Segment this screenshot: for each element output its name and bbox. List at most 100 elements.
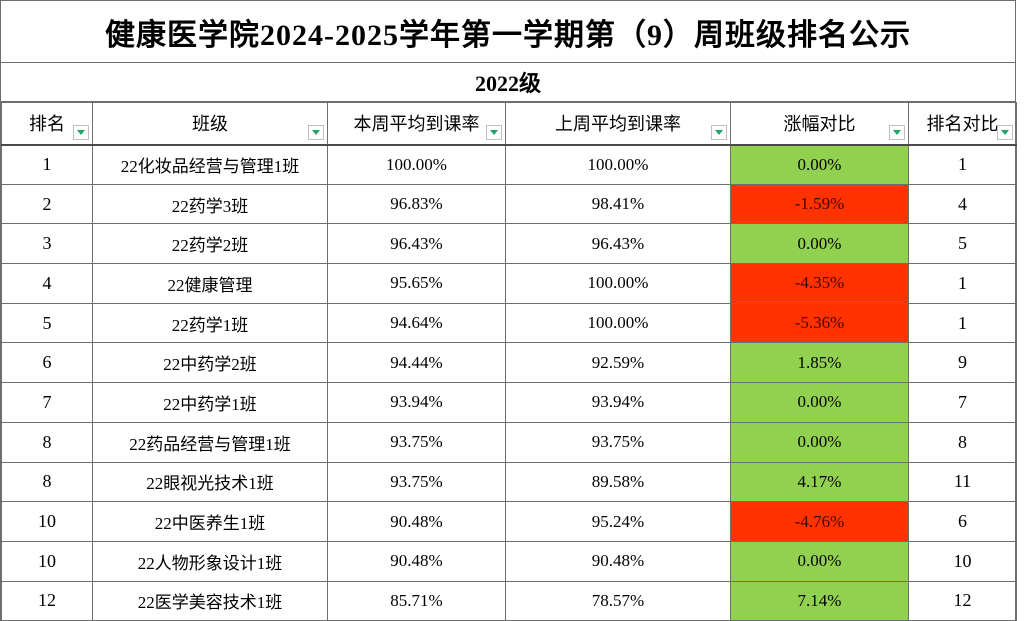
change-cell: 0.00% [730,144,909,185]
table-row: 3 22药学2班 96.43% 96.43% 0.00% 5 [1,223,1017,265]
rank-cell: 12 [1,580,93,621]
class-name-cell: 22中药学1班 [92,382,328,423]
class-name-cell: 22眼视光技术1班 [92,461,328,503]
filter-dropdown-icon [1001,129,1009,135]
filter-dropdown-icon [715,129,723,135]
this-week-rate-cell: 90.48% [327,501,506,542]
last-week-rate-cell: 93.94% [505,382,731,423]
this-week-rate-cell: 95.65% [327,263,506,304]
column-header-rank-compare: 排名对比 [908,102,1017,146]
table-row: 5 22药学1班 94.64% 100.00% -5.36% 1 [1,302,1017,344]
this-week-rate-cell: 94.64% [327,302,506,344]
page-title: 健康医学院2024-2025学年第一学期第（9）周班级排名公示 [1,1,1015,63]
rank-cell: 10 [1,501,93,542]
change-cell: -4.35% [730,263,909,304]
column-header-label: 涨幅对比 [783,114,856,135]
grade-subtitle: 2022级 [1,63,1015,102]
last-week-rate-cell: 78.57% [505,580,731,621]
last-week-rate-cell: 95.24% [505,501,731,542]
rank-compare-cell: 1 [908,263,1017,304]
rank-cell: 5 [1,302,93,344]
table-row: 2 22药学3班 96.83% 98.41% -1.59% 4 [1,183,1017,225]
filter-button-this-week[interactable] [486,124,502,140]
table-row: 4 22健康管理 95.65% 100.00% -4.35% 1 [1,263,1017,304]
this-week-rate-cell: 93.75% [327,421,506,463]
change-cell: -4.76% [730,501,909,542]
class-name-cell: 22药品经营与管理1班 [92,421,328,463]
change-cell: 0.00% [730,540,909,582]
header-row: 排名 班级 本周平均到课率 上周平均到课率 涨幅对比 [1,102,1017,146]
rank-compare-cell: 9 [908,342,1017,384]
last-week-rate-cell: 100.00% [505,144,731,185]
column-header-label: 本周平均到课率 [353,114,480,135]
change-cell: 1.85% [730,342,909,384]
last-week-rate-cell: 100.00% [505,263,731,304]
rank-compare-cell: 4 [908,183,1017,225]
table-row: 1 22化妆品经营与管理1班 100.00% 100.00% 0.00% 1 [1,144,1017,185]
rank-compare-cell: 1 [908,144,1017,185]
rank-compare-cell: 8 [908,421,1017,463]
table-row: 12 22医学美容技术1班 85.71% 78.57% 7.14% 12 [1,580,1017,621]
change-cell: 0.00% [730,223,909,265]
rank-cell: 6 [1,342,93,384]
last-week-rate-cell: 93.75% [505,421,731,463]
filter-button-rank[interactable] [73,124,89,140]
last-week-rate-cell: 100.00% [505,302,731,344]
rank-compare-cell: 10 [908,540,1017,582]
column-header-rank: 排名 [1,102,93,146]
last-week-rate-cell: 98.41% [505,183,731,225]
rank-compare-cell: 12 [908,580,1017,621]
table-row: 10 22人物形象设计1班 90.48% 90.48% 0.00% 10 [1,540,1017,582]
last-week-rate-cell: 96.43% [505,223,731,265]
rank-cell: 1 [1,144,93,185]
rank-compare-cell: 1 [908,302,1017,344]
table-row: 6 22中药学2班 94.44% 92.59% 1.85% 9 [1,342,1017,384]
class-name-cell: 22人物形象设计1班 [92,540,328,582]
this-week-rate-cell: 85.71% [327,580,506,621]
this-week-rate-cell: 93.94% [327,382,506,423]
last-week-rate-cell: 92.59% [505,342,731,384]
filter-button-last-week[interactable] [711,124,727,140]
table-row: 10 22中医养生1班 90.48% 95.24% -4.76% 6 [1,501,1017,542]
filter-button-change[interactable] [889,124,905,140]
this-week-rate-cell: 96.43% [327,223,506,265]
change-cell: 0.00% [730,382,909,423]
column-header-this-week: 本周平均到课率 [327,102,506,146]
filter-dropdown-icon [490,129,498,135]
change-cell: 0.00% [730,421,909,463]
rank-compare-cell: 11 [908,461,1017,503]
last-week-rate-cell: 89.58% [505,461,731,503]
table-body: 1 22化妆品经营与管理1班 100.00% 100.00% 0.00% 1 2 22药学3班… [1,144,1017,621]
class-name-cell: 22药学1班 [92,302,328,344]
column-header-class: 班级 [92,102,328,146]
change-cell: -1.59% [730,183,909,225]
rank-cell: 4 [1,263,93,304]
rank-cell: 10 [1,540,93,582]
rank-cell: 7 [1,382,93,423]
column-header-label: 班级 [192,114,228,135]
column-header-label: 排名 [29,114,65,135]
class-name-cell: 22化妆品经营与管理1班 [92,144,328,185]
this-week-rate-cell: 96.83% [327,183,506,225]
column-header-change: 涨幅对比 [730,102,909,146]
column-header-label: 上周平均到课率 [555,114,681,135]
change-cell: 4.17% [730,461,909,503]
filter-button-class[interactable] [308,124,324,140]
table-row: 7 22中药学1班 93.94% 93.94% 0.00% 7 [1,382,1017,423]
column-header-label: 排名对比 [926,114,999,135]
rank-cell: 2 [1,183,93,225]
rank-cell: 8 [1,421,93,463]
rank-compare-cell: 6 [908,501,1017,542]
filter-button-rank-compare[interactable] [997,124,1013,140]
rank-cell: 3 [1,223,93,265]
this-week-rate-cell: 94.44% [327,342,506,384]
table-row: 8 22药品经营与管理1班 93.75% 93.75% 0.00% 8 [1,421,1017,463]
this-week-rate-cell: 90.48% [327,540,506,582]
class-name-cell: 22药学3班 [92,183,328,225]
rank-compare-cell: 5 [908,223,1017,265]
class-name-cell: 22药学2班 [92,223,328,265]
change-cell: 7.14% [730,580,909,621]
change-cell: -5.36% [730,302,909,344]
this-week-rate-cell: 93.75% [327,461,506,503]
class-name-cell: 22医学美容技术1班 [92,580,328,621]
